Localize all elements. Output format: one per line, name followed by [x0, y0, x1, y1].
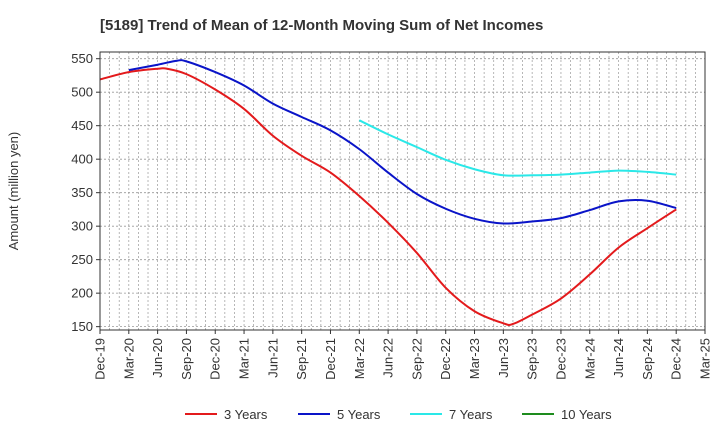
x-tick-label: Sep-24	[640, 338, 655, 380]
x-tick-label: Dec-20	[208, 338, 223, 380]
plot-border	[99, 51, 706, 331]
grid	[99, 52, 706, 330]
x-tick-label: Sep-21	[294, 338, 309, 380]
legend: 3 Years 5 Years 7 Years 10 Years	[185, 407, 612, 422]
x-tick-label: Jun-22	[381, 338, 396, 378]
y-tick-label: 150	[71, 319, 93, 334]
legend-label-1: 3 Years	[224, 407, 268, 422]
series-layer	[99, 59, 677, 326]
y-axis-ticks: 150 200 250 300 350 400 450 500 550	[71, 51, 100, 334]
x-tick-label: Sep-22	[409, 338, 424, 380]
x-tick-label: Dec-24	[669, 338, 684, 380]
legend-label-2: 5 Years	[337, 407, 381, 422]
series-line-1	[99, 67, 677, 326]
legend-label-3: 7 Years	[449, 407, 493, 422]
x-tick-label: Jun-24	[611, 338, 626, 378]
x-tick-label: Sep-23	[525, 338, 540, 380]
plot-frame	[99, 51, 706, 331]
x-tick-label: Mar-25	[698, 338, 713, 379]
x-tick-label: Mar-23	[467, 338, 482, 379]
series-line-2	[128, 59, 677, 225]
x-tick-label: Dec-23	[553, 338, 568, 380]
y-tick-label: 500	[71, 85, 93, 100]
y-tick-label: 350	[71, 185, 93, 200]
series-line-3	[358, 119, 677, 177]
x-tick-label: Dec-22	[438, 338, 453, 380]
x-tick-label: Jun-20	[150, 338, 165, 378]
y-axis-label: Amount (million yen)	[6, 132, 21, 251]
y-tick-label: 200	[71, 286, 93, 301]
legend-label-4: 10 Years	[561, 407, 612, 422]
x-tick-label: Dec-19	[93, 338, 108, 380]
x-tick-label: Mar-21	[237, 338, 252, 379]
x-tick-label: Mar-22	[352, 338, 367, 379]
x-axis-ticks: Dec-19 Mar-20 Jun-20 Sep-20 Dec-20 Mar-21 Jun-…	[93, 330, 713, 380]
y-tick-label: 550	[71, 51, 93, 66]
x-tick-label: Dec-21	[323, 338, 338, 380]
y-tick-label: 300	[71, 219, 93, 234]
x-tick-label: Jun-21	[265, 338, 280, 378]
y-tick-label: 450	[71, 118, 93, 133]
x-tick-label: Jun-23	[496, 338, 511, 378]
y-tick-label: 250	[71, 252, 93, 267]
x-tick-label: Sep-20	[179, 338, 194, 380]
x-tick-label: Mar-20	[121, 338, 136, 379]
y-tick-label: 400	[71, 152, 93, 167]
x-tick-label: Mar-24	[582, 338, 597, 379]
chart-title: [5189] Trend of Mean of 12-Month Moving …	[100, 17, 543, 34]
